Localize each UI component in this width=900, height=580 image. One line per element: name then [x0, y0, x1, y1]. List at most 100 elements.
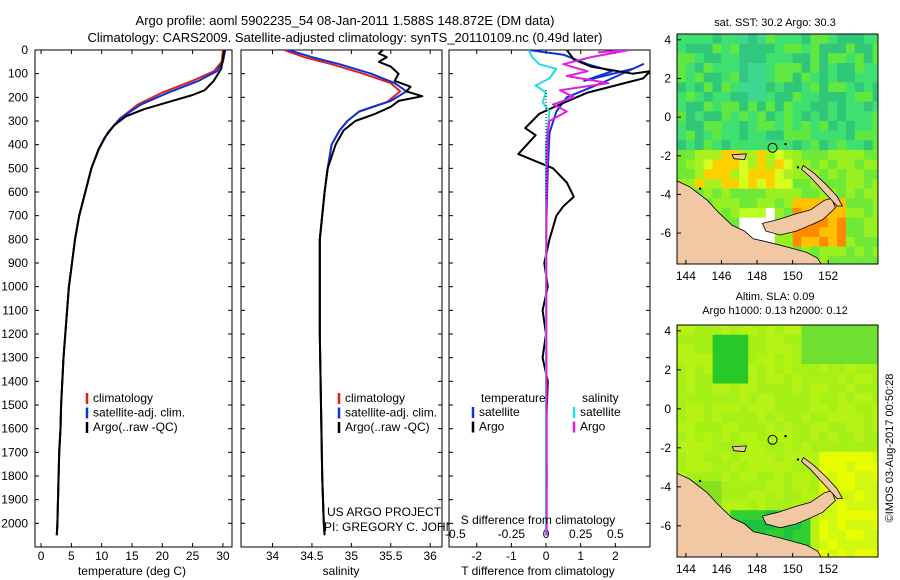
x-tick-label: 35: [345, 549, 359, 563]
series-line-temperature-argo: [517, 50, 650, 536]
difference-x-axis: -2 -1 0 1 2-0.5 -0.25 0 0.25 0.5: [445, 50, 624, 563]
land-manus: [731, 153, 747, 161]
salinity-y-ticks: [241, 49, 442, 524]
temperature-x-axis: 0 5 10 15 20 25 30: [38, 50, 230, 563]
map-y-tick-label: 2: [664, 363, 671, 377]
x-tick-label: 2: [612, 549, 619, 563]
difference-xlabel: T difference from climatology: [461, 564, 615, 578]
depth-tick-label: 400: [8, 138, 28, 152]
depth-tick-label: 2000: [1, 516, 28, 530]
map-y-tick-label: 4: [664, 33, 671, 47]
small-island: [784, 434, 787, 438]
legend-label: satellite-adj. clim.: [93, 406, 185, 420]
x-tick-label: 34.5: [300, 549, 324, 563]
map-y-tick-label: -2: [660, 441, 671, 455]
title-line-2: Climatology: CARS2009. Satellite-adjuste…: [88, 30, 603, 45]
project-label: US ARGO PROJECT: [327, 505, 442, 519]
x-tick-label: 35.5: [379, 549, 403, 563]
depth-tick-label: 1600: [1, 422, 28, 436]
map-x-tick-label: 144: [676, 269, 696, 283]
depth-tick-label: 1500: [1, 398, 28, 412]
depth-tick-label: 1400: [1, 374, 28, 388]
legend-label: satellite: [580, 405, 621, 419]
depth-tick-label: 500: [8, 161, 28, 175]
s-tick-label: 0.25: [569, 527, 593, 541]
legend-title-temperature: temperature: [481, 391, 546, 405]
map-x-tick-label: 152: [818, 269, 838, 283]
sla-map-title-1: Altim. SLA: 0.09: [736, 291, 815, 303]
sla-map-frame: [676, 324, 879, 558]
depth-tick-label: 1000: [1, 280, 28, 294]
sst-map-title: sat. SST: 30.2 Argo: 30.3: [714, 17, 836, 29]
map-y-tick-label: 2: [664, 71, 671, 85]
difference-panel: -2 -1 0 1 2-0.5 -0.25 0 0.25 0.5 T difference fr…: [445, 49, 651, 578]
legend-label: Argo: [580, 420, 606, 434]
depth-tick-label: 1800: [1, 469, 28, 483]
sst-map-panel: sat. SST: 30.2 Argo: 30.3 144 146 148 150 15…: [660, 17, 879, 283]
map-y-tick-label: -4: [660, 187, 671, 201]
map-x-tick-label: 146: [711, 562, 731, 576]
x-tick-label: 0: [38, 549, 45, 563]
map-y-tick-label: -2: [660, 149, 671, 163]
temperature-axes-frame: [34, 49, 233, 548]
x-tick-label: 34: [266, 549, 280, 563]
depth-axis: 0 100 200 300 400 500 600 700 800 900 1000 1100 1200…: [1, 43, 232, 530]
depth-tick-label: 100: [8, 67, 28, 81]
map-y-tick-label: 4: [664, 324, 671, 338]
map-x-tick-label: 152: [818, 562, 838, 576]
map-x-tick-label: 148: [747, 562, 767, 576]
x-tick-label: 20: [156, 549, 170, 563]
small-island: [698, 479, 702, 483]
depth-tick-label: 0: [21, 43, 28, 57]
depth-tick-label: 900: [8, 256, 28, 270]
x-tick-label: 25: [186, 549, 200, 563]
sla-map-image: [677, 325, 878, 557]
x-tick-label: -1: [506, 549, 517, 563]
temperature-lines: [55, 50, 227, 536]
small-island: [784, 142, 787, 146]
salinity-lines: [284, 50, 424, 536]
series-line-argo-raw-qc-: [55, 50, 226, 536]
depth-tick-label: 1900: [1, 493, 28, 507]
imos-timestamp: ©IMOS 03-Aug-2017 00:50:28: [884, 374, 896, 523]
sla-map-axes: 144 146 148 150 152 4 2 0 -2 -4 -6: [660, 324, 838, 576]
legend-label: Argo: [479, 420, 505, 434]
small-island: [796, 166, 800, 169]
series-line-argo-raw-qc-: [318, 50, 424, 536]
pi-label: PI: GREGORY C. JOHNSON: [324, 520, 480, 534]
small-island: [698, 187, 702, 190]
salinity-panel: 34 34.5 35 35.5 36 salinity climatologysatel…: [240, 49, 480, 578]
salinity-axes-frame: [240, 49, 443, 548]
depth-tick-label: 200: [8, 90, 28, 104]
map-x-tick-label: 150: [783, 269, 803, 283]
small-island: [796, 458, 800, 461]
x-tick-label: 0: [543, 549, 550, 563]
depth-tick-label: 600: [8, 185, 28, 199]
land-new-ireland: [801, 456, 844, 499]
legend-label: Argo(..raw -QC): [93, 420, 178, 434]
x-tick-label: 36: [423, 549, 437, 563]
depth-tick-label: 1300: [1, 351, 28, 365]
map-y-tick-label: 0: [664, 402, 671, 416]
map-y-tick-label: -6: [660, 519, 671, 533]
depth-tick-label: 1200: [1, 327, 28, 341]
difference-lines: [517, 50, 650, 536]
legend-label: satellite-adj. clim.: [345, 406, 437, 420]
sst-map-axes: 144 146 148 150 152 4 2 0 -2 -4 -6: [660, 33, 838, 283]
argo-position-marker: [767, 142, 778, 153]
map-x-tick-label: 150: [783, 562, 803, 576]
series-line-salinity-argo: [545, 50, 631, 536]
s-tick-label: -0.25: [498, 527, 526, 541]
difference-legend: temperature salinitysatelliteArgosatellit…: [471, 391, 621, 434]
argo-position-marker: [767, 434, 778, 445]
depth-tick-label: 1700: [1, 445, 28, 459]
sla-map-panel: Altim. SLA: 0.09 Argo h1000: 0.13 h2000:…: [660, 291, 879, 576]
x-tick-label: -2: [471, 549, 482, 563]
land-new-ireland: [801, 164, 844, 207]
depth-tick-label: 300: [8, 114, 28, 128]
s-tick-label: -0.5: [445, 527, 466, 541]
land-new-guinea: [677, 180, 822, 264]
land-manus: [731, 445, 747, 453]
map-y-tick-label: 0: [664, 110, 671, 124]
